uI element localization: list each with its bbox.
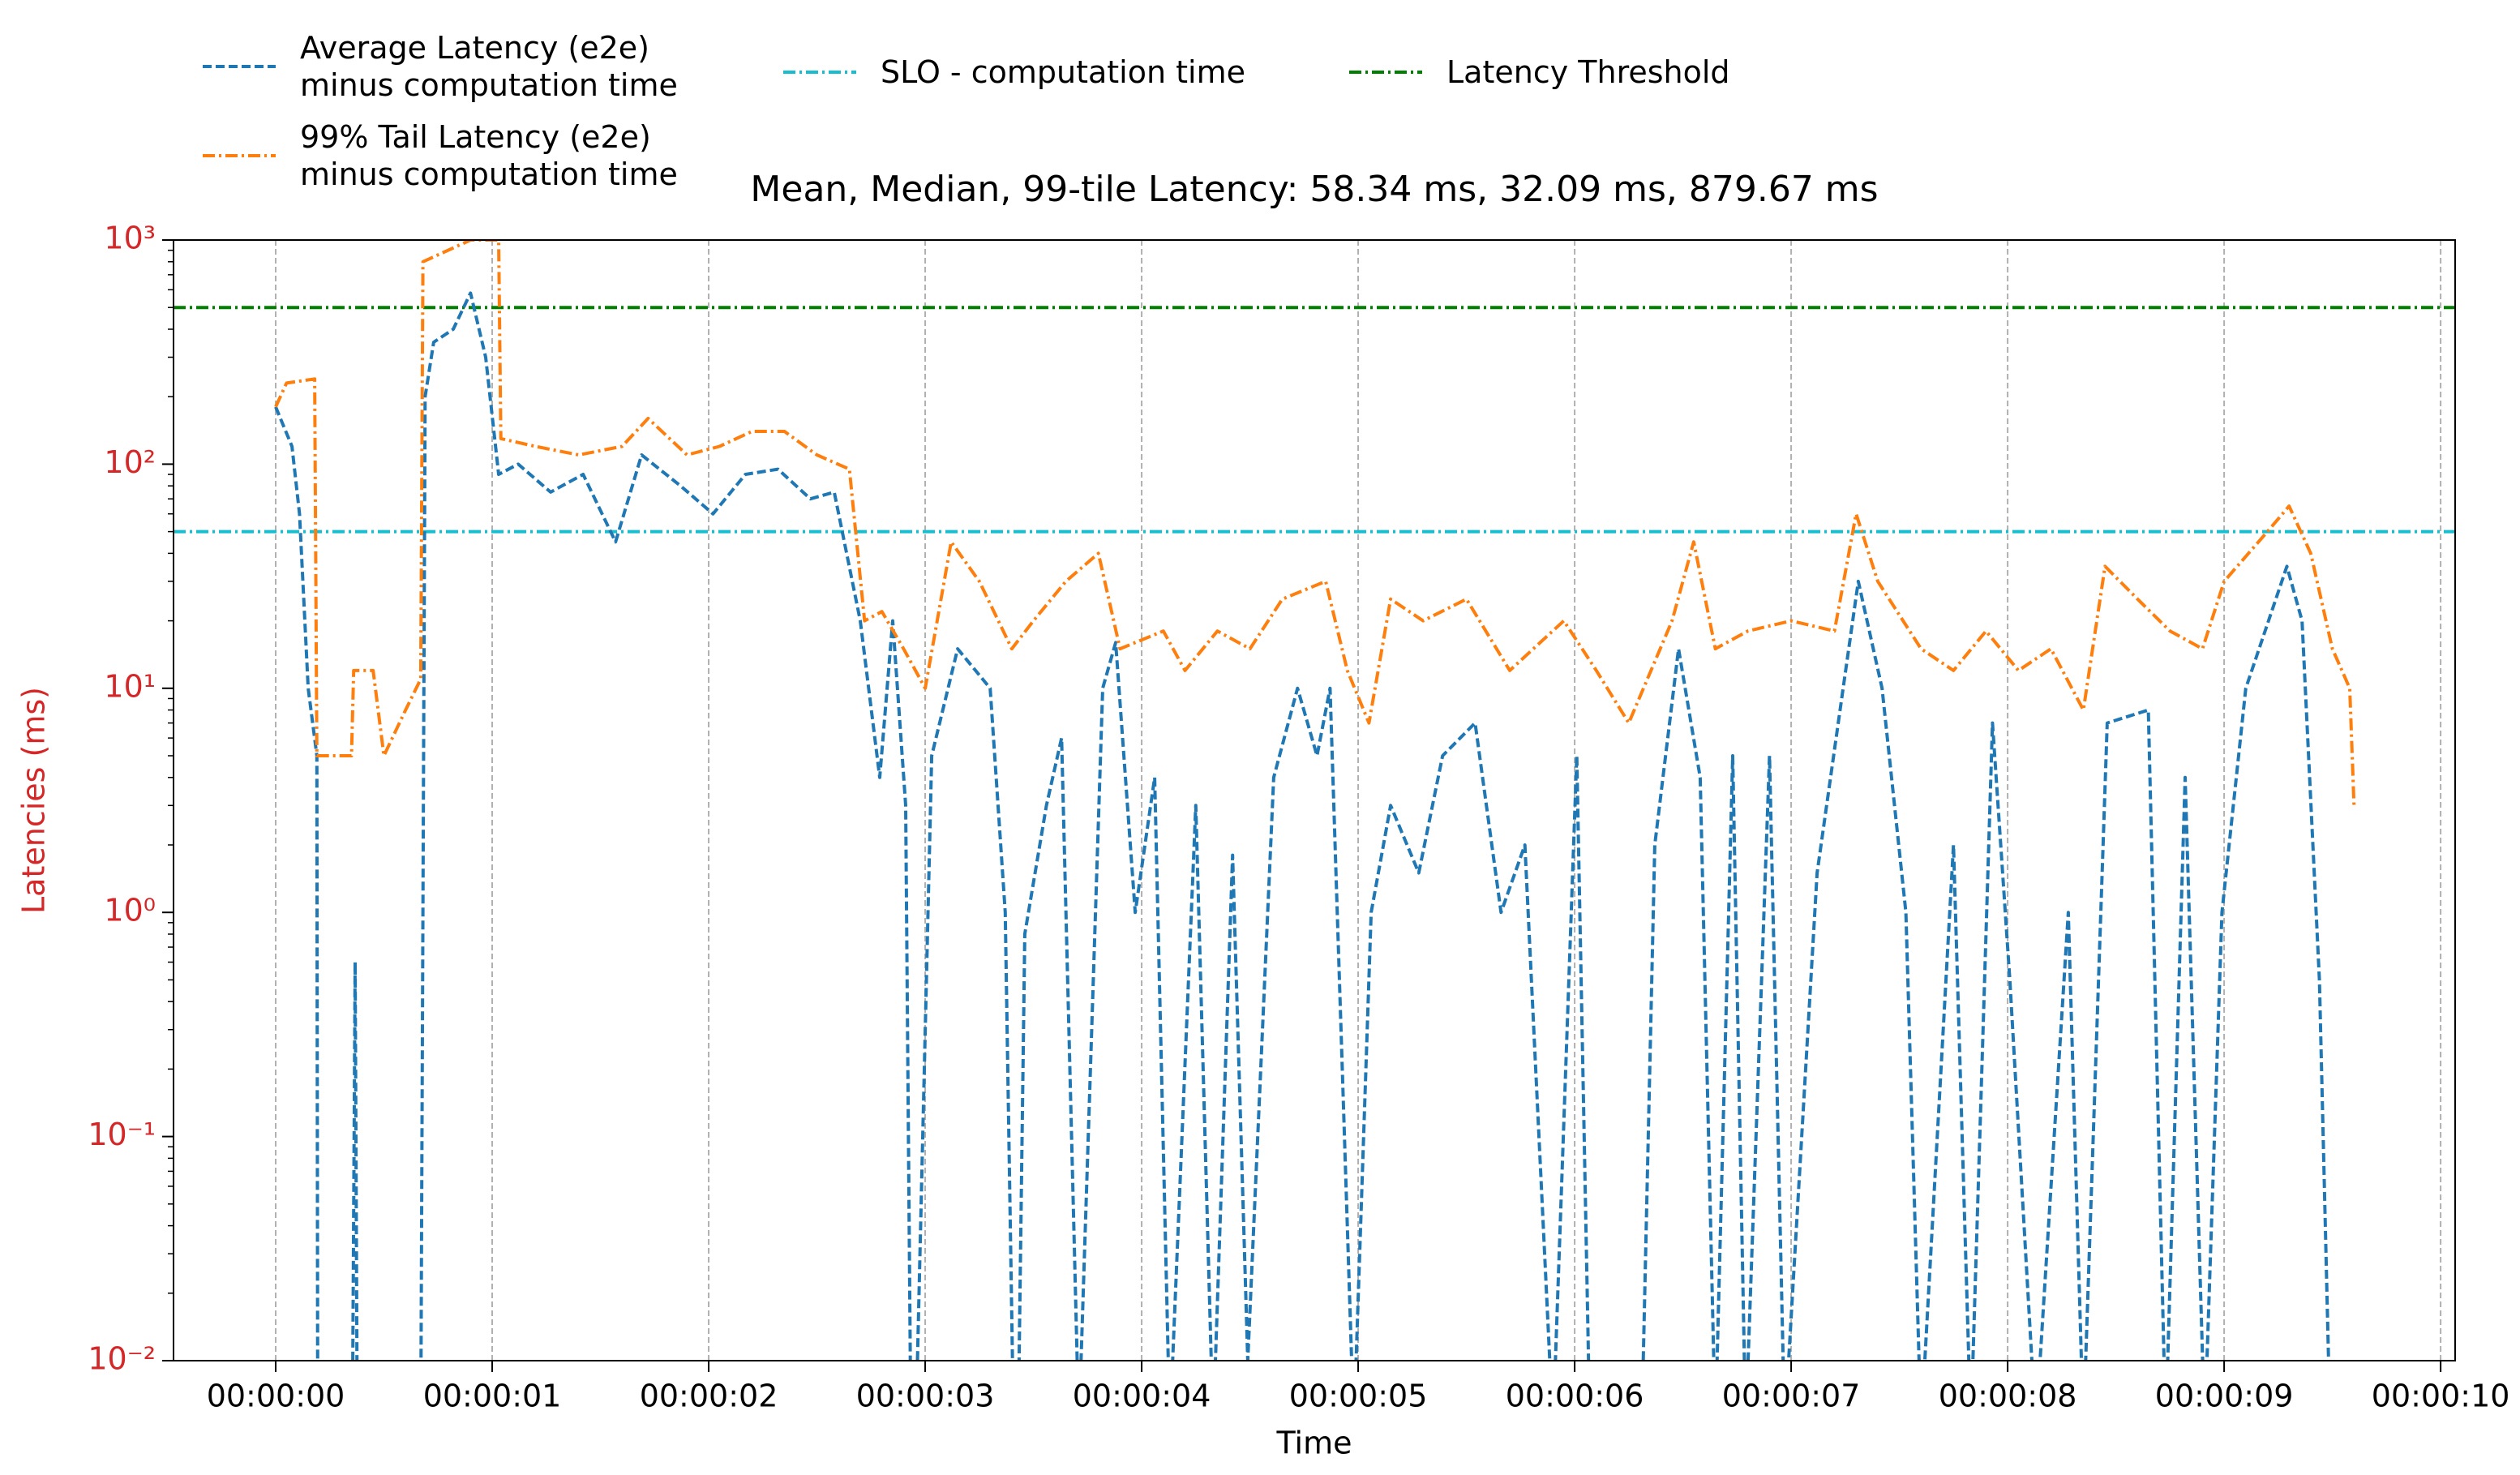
legend-swatch [203, 154, 276, 157]
series-line [274, 240, 2356, 806]
y-tick-label: 10⁻¹ [88, 1117, 156, 1152]
chart-title: Mean, Median, 99-tile Latency: 58.34 ms,… [750, 169, 1878, 210]
x-tick-label: 00:00:10 [2372, 1379, 2510, 1414]
legend-item: SLO - computation time [783, 54, 1245, 91]
y-tick-label: 10⁻² [88, 1341, 156, 1377]
y-tick-label: 10² [104, 444, 156, 480]
legend-swatch [203, 65, 276, 68]
x-tick-label: 00:00:05 [1289, 1379, 1428, 1414]
legend-label: 99% Tail Latency (e2e) minus computation… [300, 119, 678, 192]
x-tick-label: 00:00:06 [1506, 1379, 1644, 1414]
x-tick-label: 00:00:09 [2155, 1379, 2294, 1414]
x-tick-label: 00:00:07 [1722, 1379, 1861, 1414]
plot-frame [173, 239, 2456, 1361]
x-axis-label: Time [1276, 1426, 1352, 1461]
legend-item: 99% Tail Latency (e2e) minus computation… [203, 118, 678, 193]
y-tick-label: 10¹ [104, 668, 156, 704]
plot-area [174, 240, 2455, 1361]
y-axis-label: Latencies (ms) [16, 687, 52, 914]
x-tick-label: 00:00:00 [207, 1379, 345, 1414]
x-tick-label: 00:00:04 [1073, 1379, 1211, 1414]
series-line [274, 291, 2330, 1361]
x-tick-label: 00:00:03 [856, 1379, 995, 1414]
legend-swatch [1349, 71, 1422, 74]
x-tick-label: 00:00:08 [1939, 1379, 2077, 1414]
legend-swatch [783, 71, 856, 74]
legend-label: Average Latency (e2e) minus computation … [300, 30, 678, 103]
legend-item: Average Latency (e2e) minus computation … [203, 29, 678, 104]
legend-label: SLO - computation time [881, 54, 1245, 90]
x-tick-label: 00:00:02 [640, 1379, 778, 1414]
x-tick-label: 00:00:01 [423, 1379, 562, 1414]
legend-item: Latency Threshold [1349, 54, 1730, 91]
legend-label: Latency Threshold [1446, 54, 1730, 90]
y-tick-label: 10⁰ [104, 893, 156, 928]
y-tick-label: 10³ [104, 221, 156, 256]
